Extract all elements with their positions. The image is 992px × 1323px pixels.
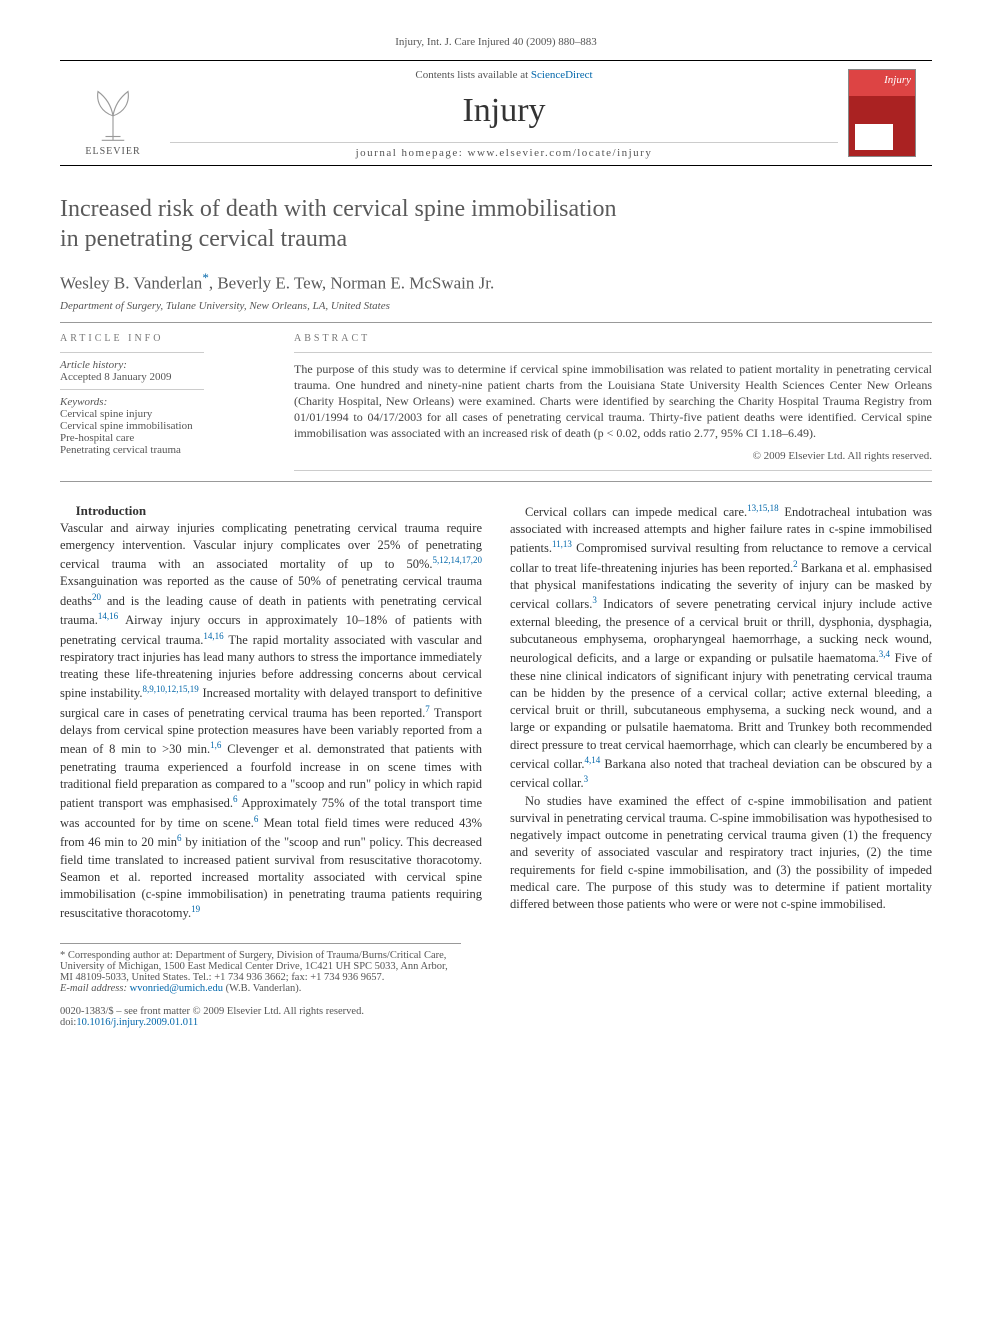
citation-ref[interactable]: 14,16	[98, 611, 118, 621]
corr-label: * Corresponding author at:	[60, 950, 175, 961]
homepage-prefix: journal homepage:	[356, 147, 468, 159]
keyword-4: Penetrating cervical trauma	[60, 444, 265, 456]
email-who: (W.B. Vanderlan).	[223, 983, 301, 994]
accepted-date: Accepted 8 January 2009	[60, 371, 265, 383]
article-info-column: ARTICLE INFO Article history: Accepted 8…	[60, 323, 279, 481]
citation-ref[interactable]: 14,16	[203, 631, 223, 641]
keyword-3: Pre-hospital care	[60, 432, 265, 444]
keyword-1: Cervical spine injury	[60, 408, 265, 420]
keywords-label: Keywords:	[60, 396, 107, 408]
body-text: Vascular and airway injuries complicatin…	[60, 521, 482, 572]
journal-name: Injury	[170, 92, 838, 130]
doi-footer: 0020-1383/$ – see front matter © 2009 El…	[60, 1006, 932, 1028]
email-label: E-mail address:	[60, 983, 130, 994]
contents-available-line: Contents lists available at ScienceDirec…	[170, 69, 838, 81]
running-head: Injury, Int. J. Care Injured 40 (2009) 8…	[60, 36, 932, 48]
body-para-3: Cervical collars can impede medical care…	[510, 502, 932, 793]
sciencedirect-link[interactable]: ScienceDirect	[531, 69, 593, 81]
citation-ref[interactable]: 20	[92, 592, 101, 602]
citation-ref[interactable]: 4,14	[585, 755, 601, 765]
citation-ref[interactable]: 3,4	[879, 649, 890, 659]
publisher-logo-block: ELSEVIER	[60, 61, 166, 165]
title-line-1: Increased risk of death with cervical sp…	[60, 196, 617, 222]
citation-ref[interactable]: 8,9,10,12,15,19	[142, 684, 198, 694]
article-body: Introduction Vascular and airway injurie…	[60, 502, 932, 923]
corresponding-mark-icon: *	[202, 270, 209, 285]
corr-email-link[interactable]: wvonried@umich.edu	[130, 983, 223, 994]
author-2: Beverly E. Tew	[217, 274, 322, 293]
body-text: Cervical collars can impede medical care…	[525, 505, 747, 519]
body-text: Five of these nine clinical indicators o…	[510, 651, 932, 771]
info-abstract-block: ARTICLE INFO Article history: Accepted 8…	[60, 322, 932, 482]
corresponding-author-footnote: * Corresponding author at: Department of…	[60, 943, 461, 994]
title-line-2: in penetrating cervical trauma	[60, 226, 347, 252]
doi-link[interactable]: 10.1016/j.injury.2009.01.011	[76, 1017, 198, 1028]
journal-masthead: ELSEVIER Contents lists available at Sci…	[60, 60, 932, 166]
cover-thumbnail-block: Injury	[842, 61, 932, 165]
citation-ref[interactable]: 3	[584, 774, 589, 784]
article-info-heading: ARTICLE INFO	[60, 333, 265, 344]
front-matter-line: 0020-1383/$ – see front matter © 2009 El…	[60, 1006, 932, 1017]
abstract-heading: ABSTRACT	[294, 333, 932, 344]
author-1: Wesley B. Vanderlan	[60, 274, 202, 293]
abstract-copyright: © 2009 Elsevier Ltd. All rights reserved…	[294, 450, 932, 462]
journal-homepage-line: journal homepage: www.elsevier.com/locat…	[170, 142, 838, 159]
citation-ref[interactable]: 1,6	[210, 740, 221, 750]
keyword-2: Cervical spine immobilisation	[60, 420, 265, 432]
author-list: Wesley B. Vanderlan*, Beverly E. Tew, No…	[60, 270, 932, 294]
citation-ref[interactable]: 11,13	[552, 539, 572, 549]
publisher-name: ELSEVIER	[85, 146, 140, 157]
cover-title: Injury	[884, 74, 911, 86]
homepage-url: www.elsevier.com/locate/injury	[468, 147, 653, 159]
abstract-column: ABSTRACT The purpose of this study was t…	[279, 323, 932, 481]
abstract-text: The purpose of this study was to determi…	[294, 361, 932, 442]
doi-prefix: doi:	[60, 1017, 76, 1028]
citation-ref[interactable]: 19	[191, 904, 200, 914]
elsevier-tree-icon	[83, 84, 143, 144]
section-heading-introduction: Introduction	[60, 502, 482, 520]
journal-cover-thumb: Injury	[848, 69, 916, 157]
author-3: Norman E. McSwain Jr.	[330, 274, 494, 293]
affiliation: Department of Surgery, Tulane University…	[60, 300, 932, 312]
contents-prefix: Contents lists available at	[415, 69, 530, 81]
citation-ref[interactable]: 13,15,18	[747, 503, 779, 513]
citation-ref[interactable]: 5,12,14,17,20	[433, 555, 483, 565]
article-title: Increased risk of death with cervical sp…	[60, 194, 932, 254]
body-para-1: Vascular and airway injuries complicatin…	[60, 520, 482, 923]
body-para-4: No studies have examined the effect of c…	[510, 793, 932, 914]
history-label: Article history:	[60, 359, 127, 371]
